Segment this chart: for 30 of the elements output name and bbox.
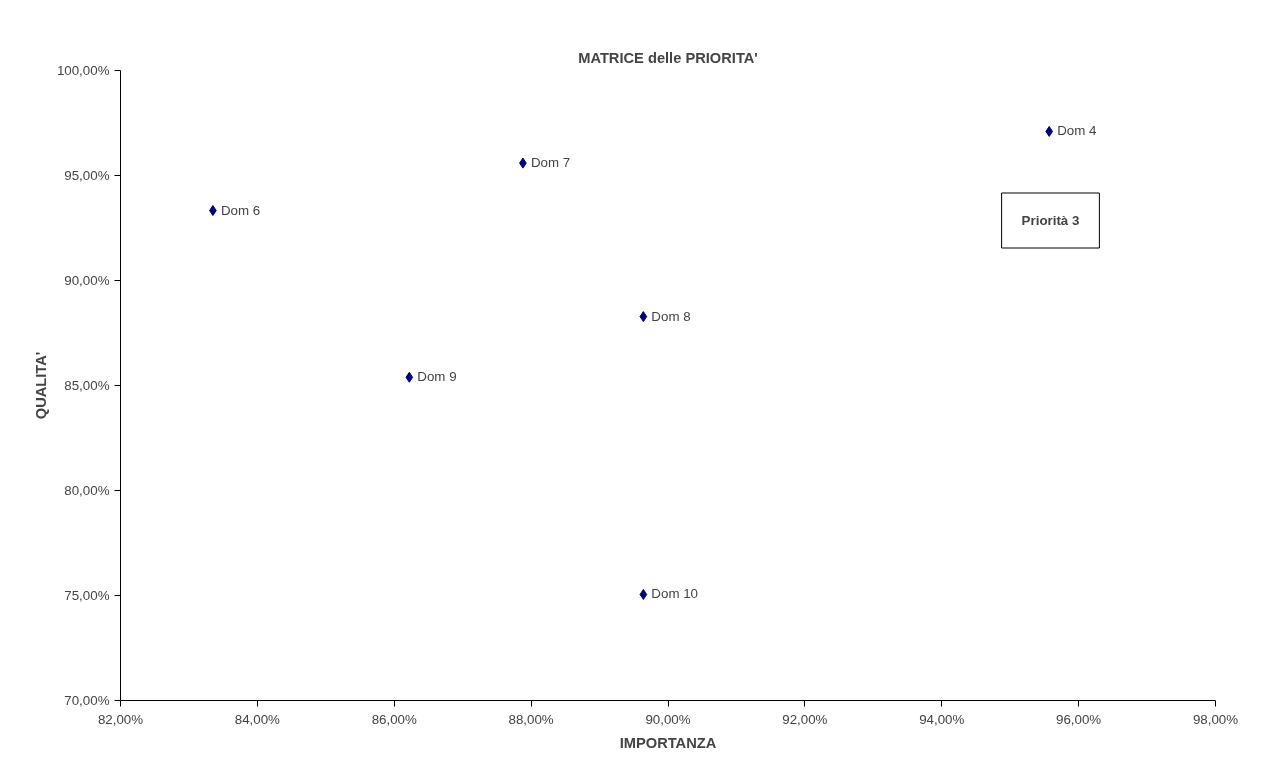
y-axis-title: QUALITA' <box>32 351 49 420</box>
annotation: Dom 7 <box>530 155 571 171</box>
annotation: Dom 10 <box>651 586 699 602</box>
annotation: Dom 8 <box>651 308 691 324</box>
x-tick-label: 86,00% <box>371 711 417 727</box>
x-tick-label: 90,00% <box>645 711 691 727</box>
y-tick-label: 90,00% <box>64 273 110 288</box>
x-tick-label: 82,00% <box>97 711 144 727</box>
y-tick-label: 85,00% <box>64 378 110 393</box>
x-tick-label: 92,00% <box>782 711 828 727</box>
annotation: Dom 9 <box>417 369 457 385</box>
annotation: Dom 6 <box>220 202 261 218</box>
point <box>405 371 414 383</box>
y-tick-label: 100,00% <box>56 63 110 78</box>
x-tick-label: 94,00% <box>919 711 965 727</box>
y-tick-label: 95,00% <box>64 168 110 183</box>
y-tick-label: 75,00% <box>64 588 110 603</box>
y-tick-label: 80,00% <box>64 483 110 498</box>
point <box>639 588 648 600</box>
chart-title: MATRICE delle PRIORITA' <box>578 49 758 66</box>
annotation: Dom 4 <box>1057 123 1098 139</box>
x-tick-label: 84,00% <box>234 711 281 727</box>
x-tick-label: 98,00% <box>1192 711 1239 727</box>
y-tick-label: 70,00% <box>64 693 110 708</box>
x-tick-label: 88,00% <box>508 711 554 727</box>
point <box>1045 125 1054 137</box>
point <box>639 311 648 323</box>
x-axis-title: IMPORTANZA <box>619 734 717 751</box>
annotation: Priorità 3 <box>1021 213 1080 228</box>
x-tick-label: 96,00% <box>1056 711 1102 727</box>
